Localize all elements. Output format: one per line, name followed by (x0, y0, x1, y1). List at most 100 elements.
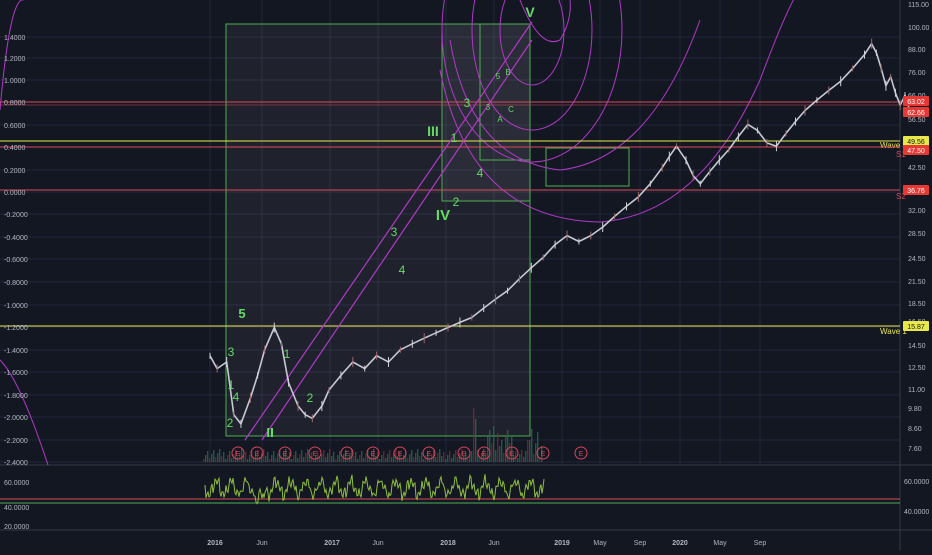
level-label: S1 (896, 150, 906, 159)
volume-bar (311, 452, 313, 462)
wave-label: 2 (227, 416, 234, 430)
volume-bar (393, 453, 395, 462)
earnings-marker-glyph: E (283, 451, 288, 458)
wave-label: I (270, 425, 274, 440)
arc-3 (499, 0, 565, 86)
volume-bar (217, 453, 219, 462)
earnings-marker-icon (278, 446, 292, 460)
volume-bar (313, 459, 315, 462)
volume-bar (475, 419, 477, 462)
volume-bar (259, 457, 261, 462)
volume-bar (307, 449, 309, 462)
level-label: Wave 3 (880, 141, 907, 150)
volume-bar (415, 453, 417, 462)
right-axis-tick: 28.50 (908, 231, 926, 238)
wave-label: 3 (464, 96, 471, 110)
volume-bar (427, 451, 429, 462)
price-badge-bg (903, 321, 929, 331)
time-axis-label: May (713, 540, 727, 547)
volume-bar (359, 455, 361, 462)
wave-label: 1 (284, 347, 291, 361)
volume-bar (247, 459, 249, 462)
volume-bar (483, 449, 485, 462)
volume-bar (499, 446, 501, 462)
volume-bar (265, 456, 267, 462)
wave-label: B (505, 68, 510, 77)
rsi-left-tick: 60.0000 (4, 480, 29, 487)
volume-bar (225, 459, 227, 462)
volume-bar (535, 443, 537, 462)
arc-outer-a (439, 0, 795, 223)
volume-bar (407, 458, 409, 462)
volume-bar (375, 456, 377, 462)
volume-bar (413, 457, 415, 462)
earnings-marker-glyph: E (541, 451, 546, 458)
volume-bar (505, 436, 507, 462)
left-axis-tick: 0.8000 (4, 100, 26, 107)
volume-bar (449, 451, 451, 462)
wave-label: 4 (233, 390, 240, 404)
right-axis-tick: 7.60 (908, 446, 922, 453)
volume-bar (399, 452, 401, 462)
volume-bar (441, 456, 443, 462)
earnings-marker-glyph: E (579, 451, 584, 458)
right-axis-tick: 11.00 (908, 387, 925, 394)
volume-bar (365, 454, 367, 462)
price-badge-text: 15.87 (907, 324, 925, 331)
volume-bar (493, 426, 495, 462)
volume-bar (267, 452, 269, 462)
left-axis-tick: 0.0000 (4, 190, 26, 197)
volume-bar (445, 459, 447, 462)
left-axis-tick: -0.8000 (4, 280, 28, 287)
price-badges: 63.02 62.66 49.56 47.50 36.76 15.87 (903, 96, 929, 331)
fib-box-large (225, 23, 531, 437)
time-axis-label: Jun (256, 540, 267, 547)
earnings-marker-glyph: E (255, 451, 260, 458)
earnings-marker-glyph: E (482, 451, 487, 458)
price-badge-text: 62.66 (907, 110, 925, 117)
wave-label: 2 (453, 195, 460, 209)
volume-bar (379, 459, 381, 462)
time-axis-label: Jun (488, 540, 499, 547)
wave-label: 4 (477, 166, 484, 180)
fib-boxes (225, 23, 630, 437)
wave-label: C (508, 105, 514, 114)
volume-bar (229, 451, 231, 462)
right-axis-tick: 18.50 (908, 301, 926, 308)
volume-bar (253, 458, 255, 462)
wave-label: 1 (228, 378, 235, 392)
volume-bar (481, 453, 483, 462)
volume-bar (521, 450, 523, 462)
volume-bar (245, 452, 247, 462)
price-badge-bg (903, 107, 929, 117)
wave-label: IV (436, 207, 450, 224)
volume-bar (385, 458, 387, 462)
volume-bar (319, 458, 321, 462)
volume-bar (237, 457, 239, 462)
volume-bar (213, 450, 215, 462)
volume-bar (345, 450, 347, 462)
volume-bar (409, 454, 411, 462)
volume-bar (387, 454, 389, 462)
left-axis-tick: 1.4000 (4, 35, 26, 42)
volume-bar (351, 449, 353, 462)
volume-bar (453, 454, 455, 462)
volume-bar (221, 456, 223, 462)
volume-bar (275, 458, 277, 462)
wave-label: 4 (399, 263, 406, 277)
volume-bar (277, 454, 279, 462)
time-axis-label: 2016 (207, 540, 223, 547)
volume-bar (269, 459, 271, 462)
right-axis-tick: 42.50 (908, 165, 926, 172)
time-axis-label: Jun (372, 540, 383, 547)
wave-label: 3 (486, 103, 491, 112)
earnings-marker-glyph: E (371, 451, 376, 458)
fib-box-inner (479, 23, 531, 161)
left-axis-tick: 1.0000 (4, 78, 26, 85)
volume-bar (257, 450, 259, 462)
wave-label: 5 (496, 72, 501, 81)
